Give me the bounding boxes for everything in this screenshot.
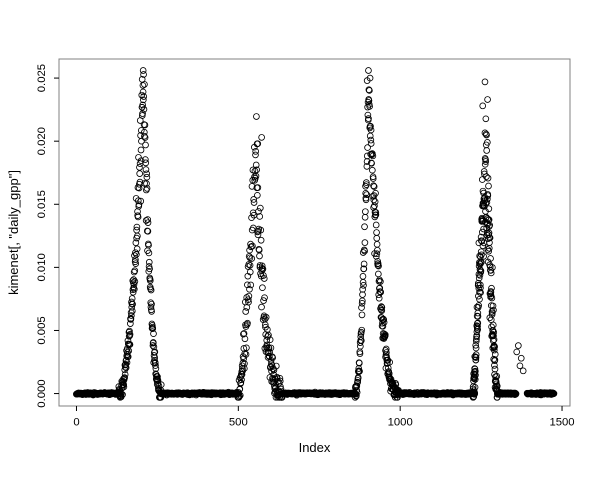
svg-text:0.000: 0.000 [36, 379, 48, 407]
svg-text:0: 0 [73, 417, 79, 429]
svg-text:Index: Index [299, 440, 331, 455]
svg-text:500: 500 [229, 417, 248, 429]
svg-text:kimenet[, "daily_gpp"]: kimenet[, "daily_gpp"] [6, 170, 21, 295]
svg-text:0.015: 0.015 [36, 190, 48, 218]
svg-text:1500: 1500 [549, 417, 574, 429]
svg-text:0.020: 0.020 [36, 127, 48, 155]
svg-text:1000: 1000 [388, 417, 413, 429]
svg-text:0.005: 0.005 [36, 316, 48, 344]
svg-text:0.025: 0.025 [36, 64, 48, 92]
svg-text:0.010: 0.010 [36, 253, 48, 281]
